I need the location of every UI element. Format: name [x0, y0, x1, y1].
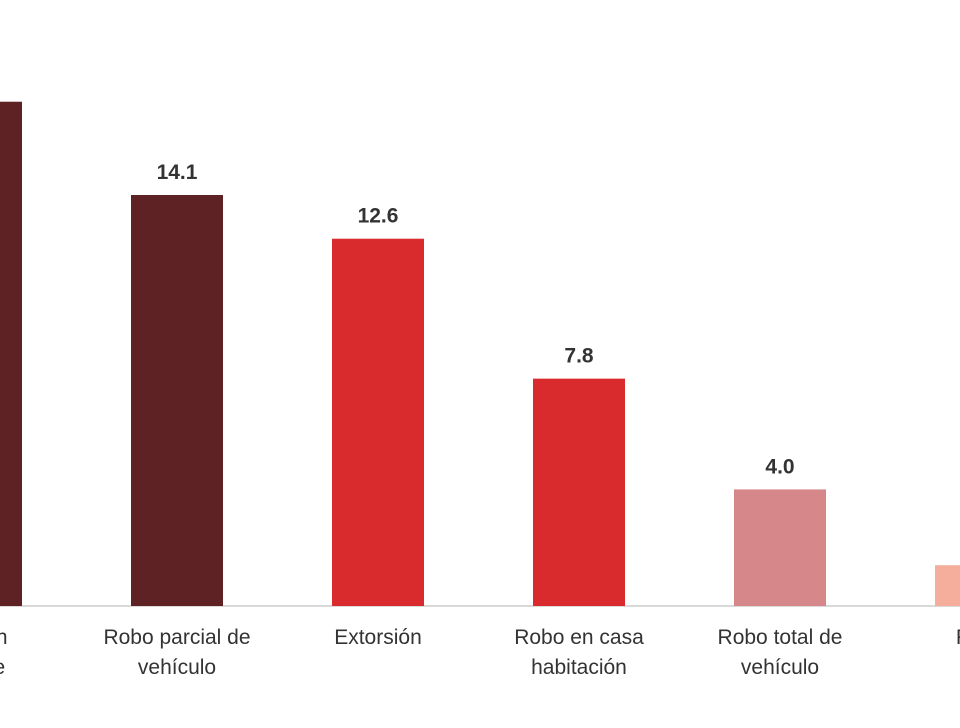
bar-1: [0, 101, 22, 607]
bar-3: [332, 238, 424, 607]
data-label-3: 12.6: [358, 205, 399, 228]
category-label-5: Robo total de vehículo: [717, 626, 843, 679]
bar-4: [533, 378, 625, 606]
data-label-4: 7.8: [564, 345, 594, 368]
category-label-1: alto ensporteto: [0, 626, 8, 679]
bar-5: [734, 489, 826, 606]
category-label-3: Extorsión: [334, 626, 422, 649]
bar-2: [131, 195, 223, 606]
category-label-4: Robo en casa habitación: [514, 626, 644, 679]
bar-6: [935, 565, 960, 606]
category-label-2: Robo parcial de vehículo: [103, 626, 251, 679]
data-label-2: 14.1: [157, 161, 198, 184]
category-label-6: Robodistiant: [886, 623, 960, 713]
data-label-5: 4.0: [765, 455, 794, 478]
